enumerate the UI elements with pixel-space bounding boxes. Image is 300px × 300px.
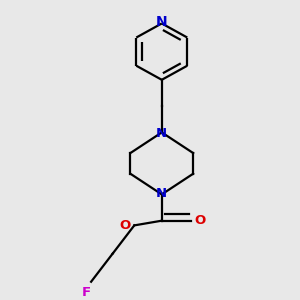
Text: O: O bbox=[194, 214, 206, 227]
Text: N: N bbox=[156, 15, 168, 28]
Text: F: F bbox=[82, 286, 91, 298]
Text: O: O bbox=[120, 219, 131, 232]
Text: N: N bbox=[156, 187, 167, 200]
Text: N: N bbox=[156, 127, 167, 140]
